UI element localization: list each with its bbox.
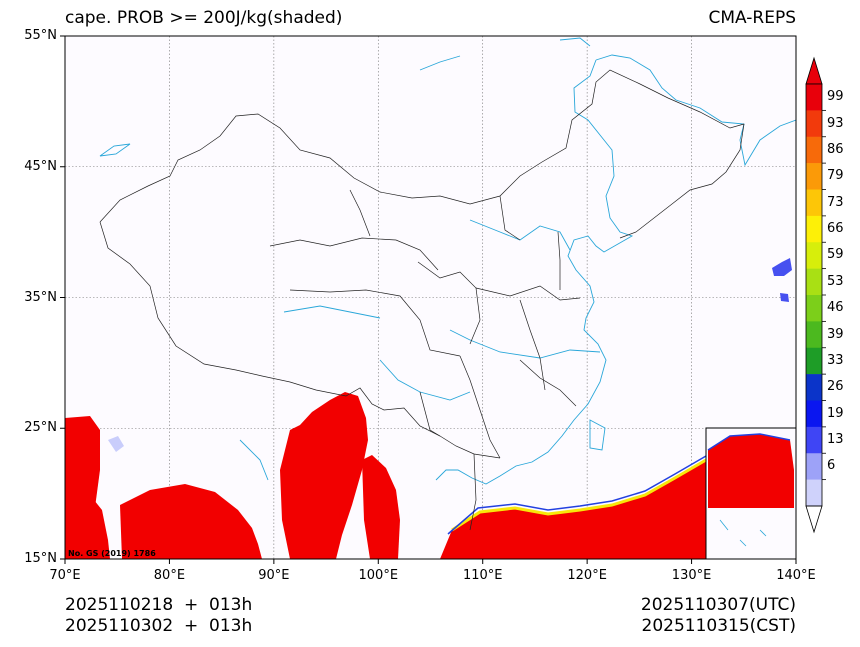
shade-east-patch2 [780, 293, 789, 302]
map-approval-number: No. GS (2019) 1786 [68, 549, 156, 558]
lat-label: 55°N [24, 28, 57, 43]
shade-east-patch [772, 258, 792, 276]
colorbar-label: 73 [827, 194, 844, 210]
lat-label: 45°N [24, 158, 57, 174]
lon-label: 120°E [567, 568, 607, 583]
inset-map [705, 427, 797, 560]
colorbar-segment [806, 453, 822, 480]
colorbar-segment [806, 374, 822, 401]
colorbar-segment [806, 110, 822, 138]
colorbar-label: 26 [827, 379, 844, 395]
colorbar-segment [806, 163, 822, 190]
colorbar-segment [806, 215, 822, 243]
colorbar-segment [806, 426, 822, 454]
valid-time-block: 2025110307(UTC) 2025110315(CST) [641, 595, 796, 637]
lon-label: 70°E [49, 568, 81, 583]
colorbar-segment [806, 479, 822, 507]
lon-label: 90°E [258, 568, 290, 583]
colorbar-label: 33 [827, 352, 844, 368]
colorbar-segment [806, 84, 822, 111]
shade-bengal [280, 392, 368, 559]
colorbar-extend-max [805, 56, 823, 85]
axis-ticks [60, 35, 797, 564]
colorbar-segment [806, 189, 822, 217]
colorbar-label: 13 [827, 432, 844, 448]
shade-south-sea-edge2 [447, 455, 707, 535]
colorbar-segment [806, 295, 822, 322]
colorbar-label: 86 [827, 141, 844, 157]
colorbar-label: 99 [827, 89, 844, 105]
boundaries [99, 69, 745, 531]
colorbar-label: 93 [827, 115, 844, 131]
model-name: CMA-REPS [708, 8, 796, 28]
valid-time-utc: 2025110307(UTC) [640, 595, 796, 615]
colorbar-label: 19 [827, 405, 844, 421]
lon-label: 130°E [671, 568, 712, 583]
colorbar-segment [806, 347, 822, 375]
colorbar-label: 46 [827, 300, 844, 316]
colorbar-extend-min [805, 505, 823, 534]
shade-indochina [362, 455, 400, 559]
shade-south-sea-edge [451, 458, 707, 532]
map-title: cape. PROB >= 200J/kg(shaded) [65, 8, 343, 28]
lat-label: 25°N [24, 420, 57, 436]
shade-tibet-patch [108, 436, 124, 452]
colorbar-segment [806, 242, 822, 269]
colorbar-label: 66 [827, 221, 844, 237]
lon-label: 140°E [776, 568, 816, 583]
init-time-block: 2025110218 + 013h 2025110302 + 013h [65, 595, 252, 637]
shade-south-sea [440, 460, 706, 559]
init-time-cst: 2025110302 + 013h [65, 616, 253, 636]
lon-label: 110°E [462, 568, 503, 583]
lat-label: 35°N [24, 289, 57, 305]
colorbar-label: 53 [827, 273, 844, 289]
gridlines [65, 36, 796, 559]
colorbar-label: 79 [827, 168, 844, 184]
colorbar-segment [806, 400, 822, 428]
lat-label: 15°N [24, 551, 57, 566]
coastline-rivers [99, 37, 796, 485]
colorbar-segment [806, 136, 822, 164]
colorbar-segment [806, 321, 822, 349]
shade-india-west [120, 484, 262, 559]
colorbar-segment [806, 268, 822, 296]
cape-probability-shading [65, 258, 792, 559]
colorbar-label: 59 [827, 247, 844, 263]
colorbar-label: 39 [827, 326, 844, 342]
lon-label: 100°E [358, 568, 399, 583]
colorbar-label: 6 [827, 458, 836, 474]
colorbar [805, 56, 826, 534]
init-time-utc: 2025110218 + 013h [65, 595, 253, 615]
shade-arabia-sea [68, 495, 110, 559]
lon-label: 80°E [153, 568, 186, 583]
valid-time-cst: 2025110315(CST) [641, 616, 796, 636]
